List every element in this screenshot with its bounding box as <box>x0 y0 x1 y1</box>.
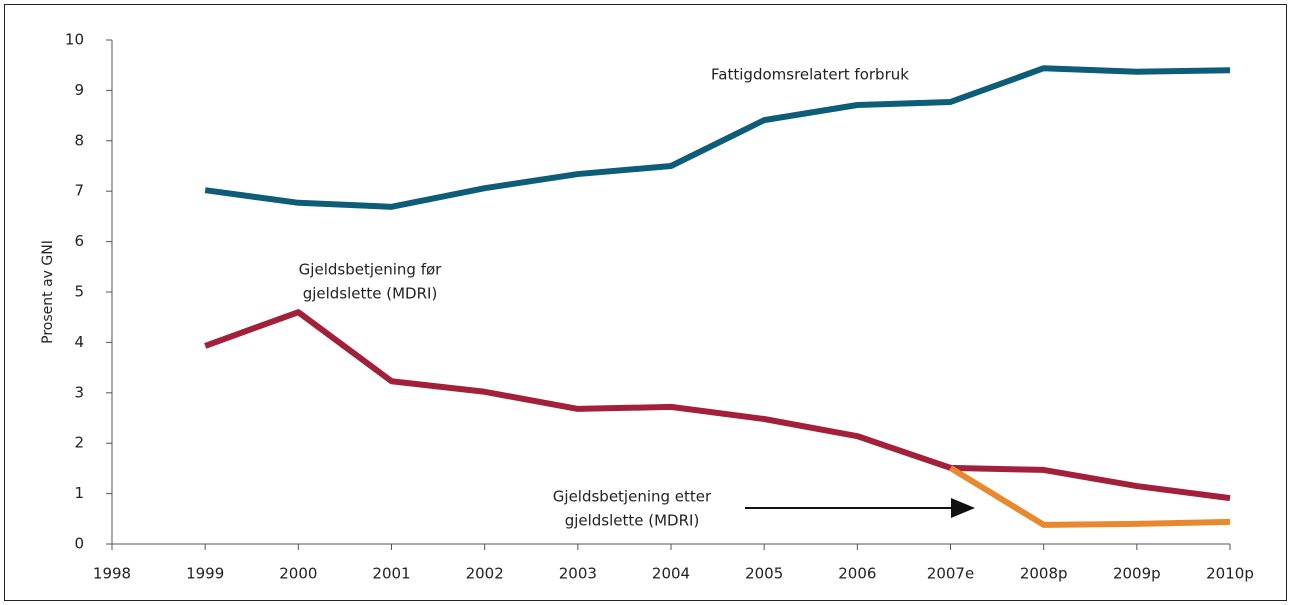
y-tick-label: 1 <box>74 484 84 502</box>
y-tick-label: 10 <box>65 31 84 49</box>
x-tick-label: 2001 <box>372 565 410 583</box>
x-tick-label: 2008p <box>1020 565 1068 583</box>
x-tick-label: 2000 <box>279 565 317 583</box>
series-line <box>204 65 1231 210</box>
series-label: gjeldslette (MDRI) <box>303 285 438 303</box>
x-tick-label: 2010p <box>1206 565 1254 583</box>
y-tick-label: 7 <box>74 182 84 200</box>
series-label: Gjeldsbetjening før <box>299 261 442 279</box>
series-line <box>948 465 1231 528</box>
y-tick-label: 6 <box>74 232 84 250</box>
x-tick-label: 1999 <box>186 565 224 583</box>
series-line <box>204 309 1231 502</box>
x-tick-label: 2003 <box>559 565 597 583</box>
y-tick-label: 3 <box>74 383 84 401</box>
series-label: Fattigdomsrelatert forbruk <box>711 66 909 84</box>
x-tick-label: 2007e <box>927 565 974 583</box>
series-label: Gjeldsbetjening etter <box>553 488 712 506</box>
y-tick-label: 8 <box>74 131 84 149</box>
x-tick-label: 2009p <box>1113 565 1161 583</box>
y-tick-label: 9 <box>74 81 84 99</box>
x-tick-label: 1998 <box>93 565 131 583</box>
y-axis-label: Prosent av GNI <box>40 240 56 344</box>
y-tick-label: 4 <box>74 333 84 351</box>
frame <box>4 4 1287 601</box>
y-tick-label: 2 <box>74 434 84 452</box>
x-tick-label: 2004 <box>652 565 690 583</box>
series-label: gjeldslette (MDRI) <box>565 512 700 530</box>
x-tick-label: 2002 <box>466 565 504 583</box>
y-tick-label: 5 <box>74 283 84 301</box>
x-tick-label: 2005 <box>745 565 783 583</box>
y-tick-label: 0 <box>74 535 84 553</box>
x-tick-label: 2006 <box>838 565 876 583</box>
